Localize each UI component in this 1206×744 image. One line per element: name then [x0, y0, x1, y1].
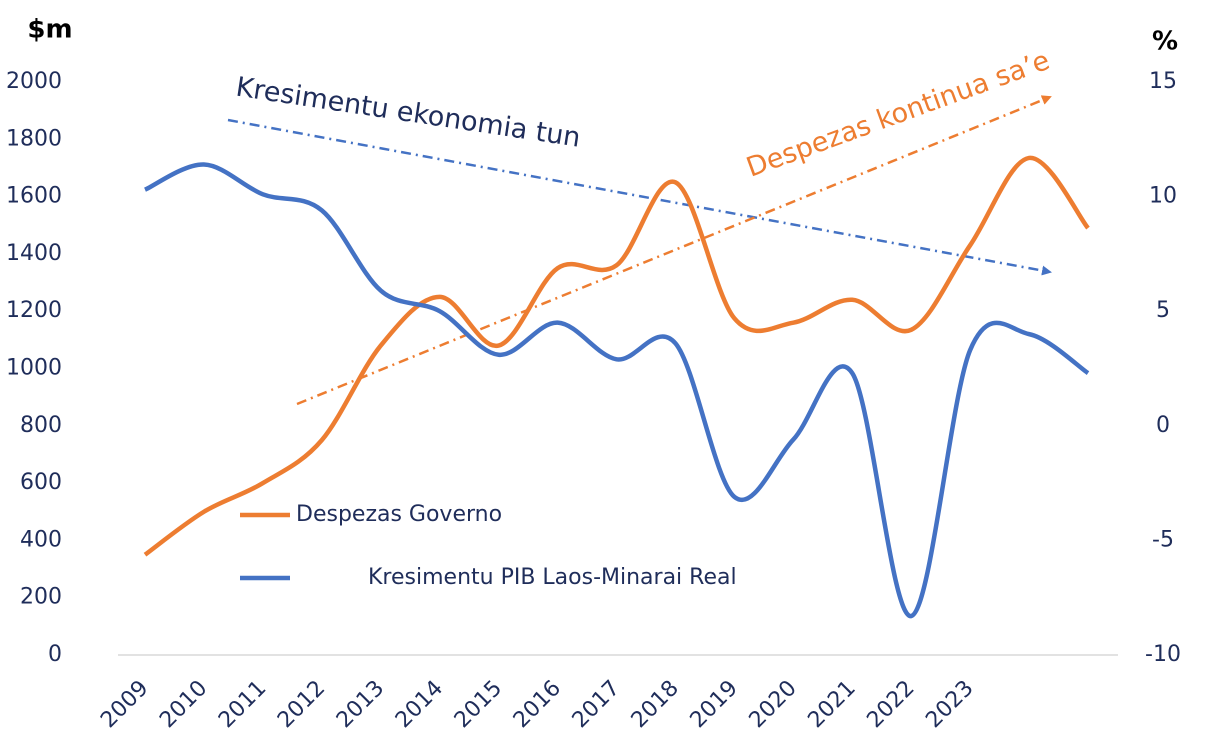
- x-tick-label: 2011: [214, 676, 271, 733]
- x-tick-label: 2009: [96, 676, 153, 733]
- y-tick-label: 800: [20, 413, 62, 438]
- y-tick-label: 400: [20, 527, 62, 552]
- x-tick-label: 2010: [155, 676, 212, 733]
- x-tick-label: 2019: [686, 676, 743, 733]
- y2-tick-label: 0: [1156, 413, 1170, 438]
- x-tick-label: 2021: [803, 676, 860, 733]
- x-tick-label: 2015: [450, 676, 507, 733]
- y2-tick-label: 15: [1149, 69, 1177, 94]
- legend-label: Despezas Governo: [296, 502, 502, 527]
- annotation: Kresimentu ekonomia tun: [234, 72, 583, 154]
- x-tick-label: 2022: [862, 676, 919, 733]
- x-tick-label: 2014: [391, 676, 448, 733]
- x-tick-label: 2017: [568, 676, 625, 733]
- y-tick-label: 2000: [6, 69, 62, 94]
- legend-label: Kresimentu PIB Laos-Minarai Real: [368, 565, 737, 590]
- y-axis-label: $m: [27, 15, 72, 45]
- y-tick-label: 1400: [6, 241, 62, 266]
- y-tick-label: 200: [20, 585, 62, 610]
- x-tick-label: 2013: [332, 676, 389, 733]
- x-tick-label: 2020: [745, 676, 802, 733]
- x-tick-label: 2012: [273, 676, 330, 733]
- y2-tick-label: -5: [1152, 527, 1174, 552]
- y2-tick-label: 10: [1149, 184, 1177, 209]
- series-line: [144, 162, 1090, 619]
- y2-tick-label: 5: [1156, 298, 1170, 323]
- trend-arrow: [296, 95, 1052, 406]
- y-tick-label: 1000: [6, 356, 62, 381]
- y-tick-label: 1800: [6, 126, 62, 151]
- y-tick-label: 0: [48, 642, 62, 667]
- y-tick-label: 600: [20, 470, 62, 495]
- annotation: Despezas kontinua sa’e: [742, 45, 1053, 184]
- y-tick-label: 1600: [6, 184, 62, 209]
- x-tick-label: 2018: [627, 676, 684, 733]
- y-tick-label: 1200: [6, 298, 62, 323]
- x-tick-label: 2016: [509, 676, 566, 733]
- y2-axis-label: %: [1152, 27, 1178, 57]
- trend-arrow: [227, 118, 1052, 276]
- series-line: [143, 155, 1090, 557]
- x-tick-label: 2023: [921, 676, 978, 733]
- y2-tick-label: -10: [1145, 642, 1181, 667]
